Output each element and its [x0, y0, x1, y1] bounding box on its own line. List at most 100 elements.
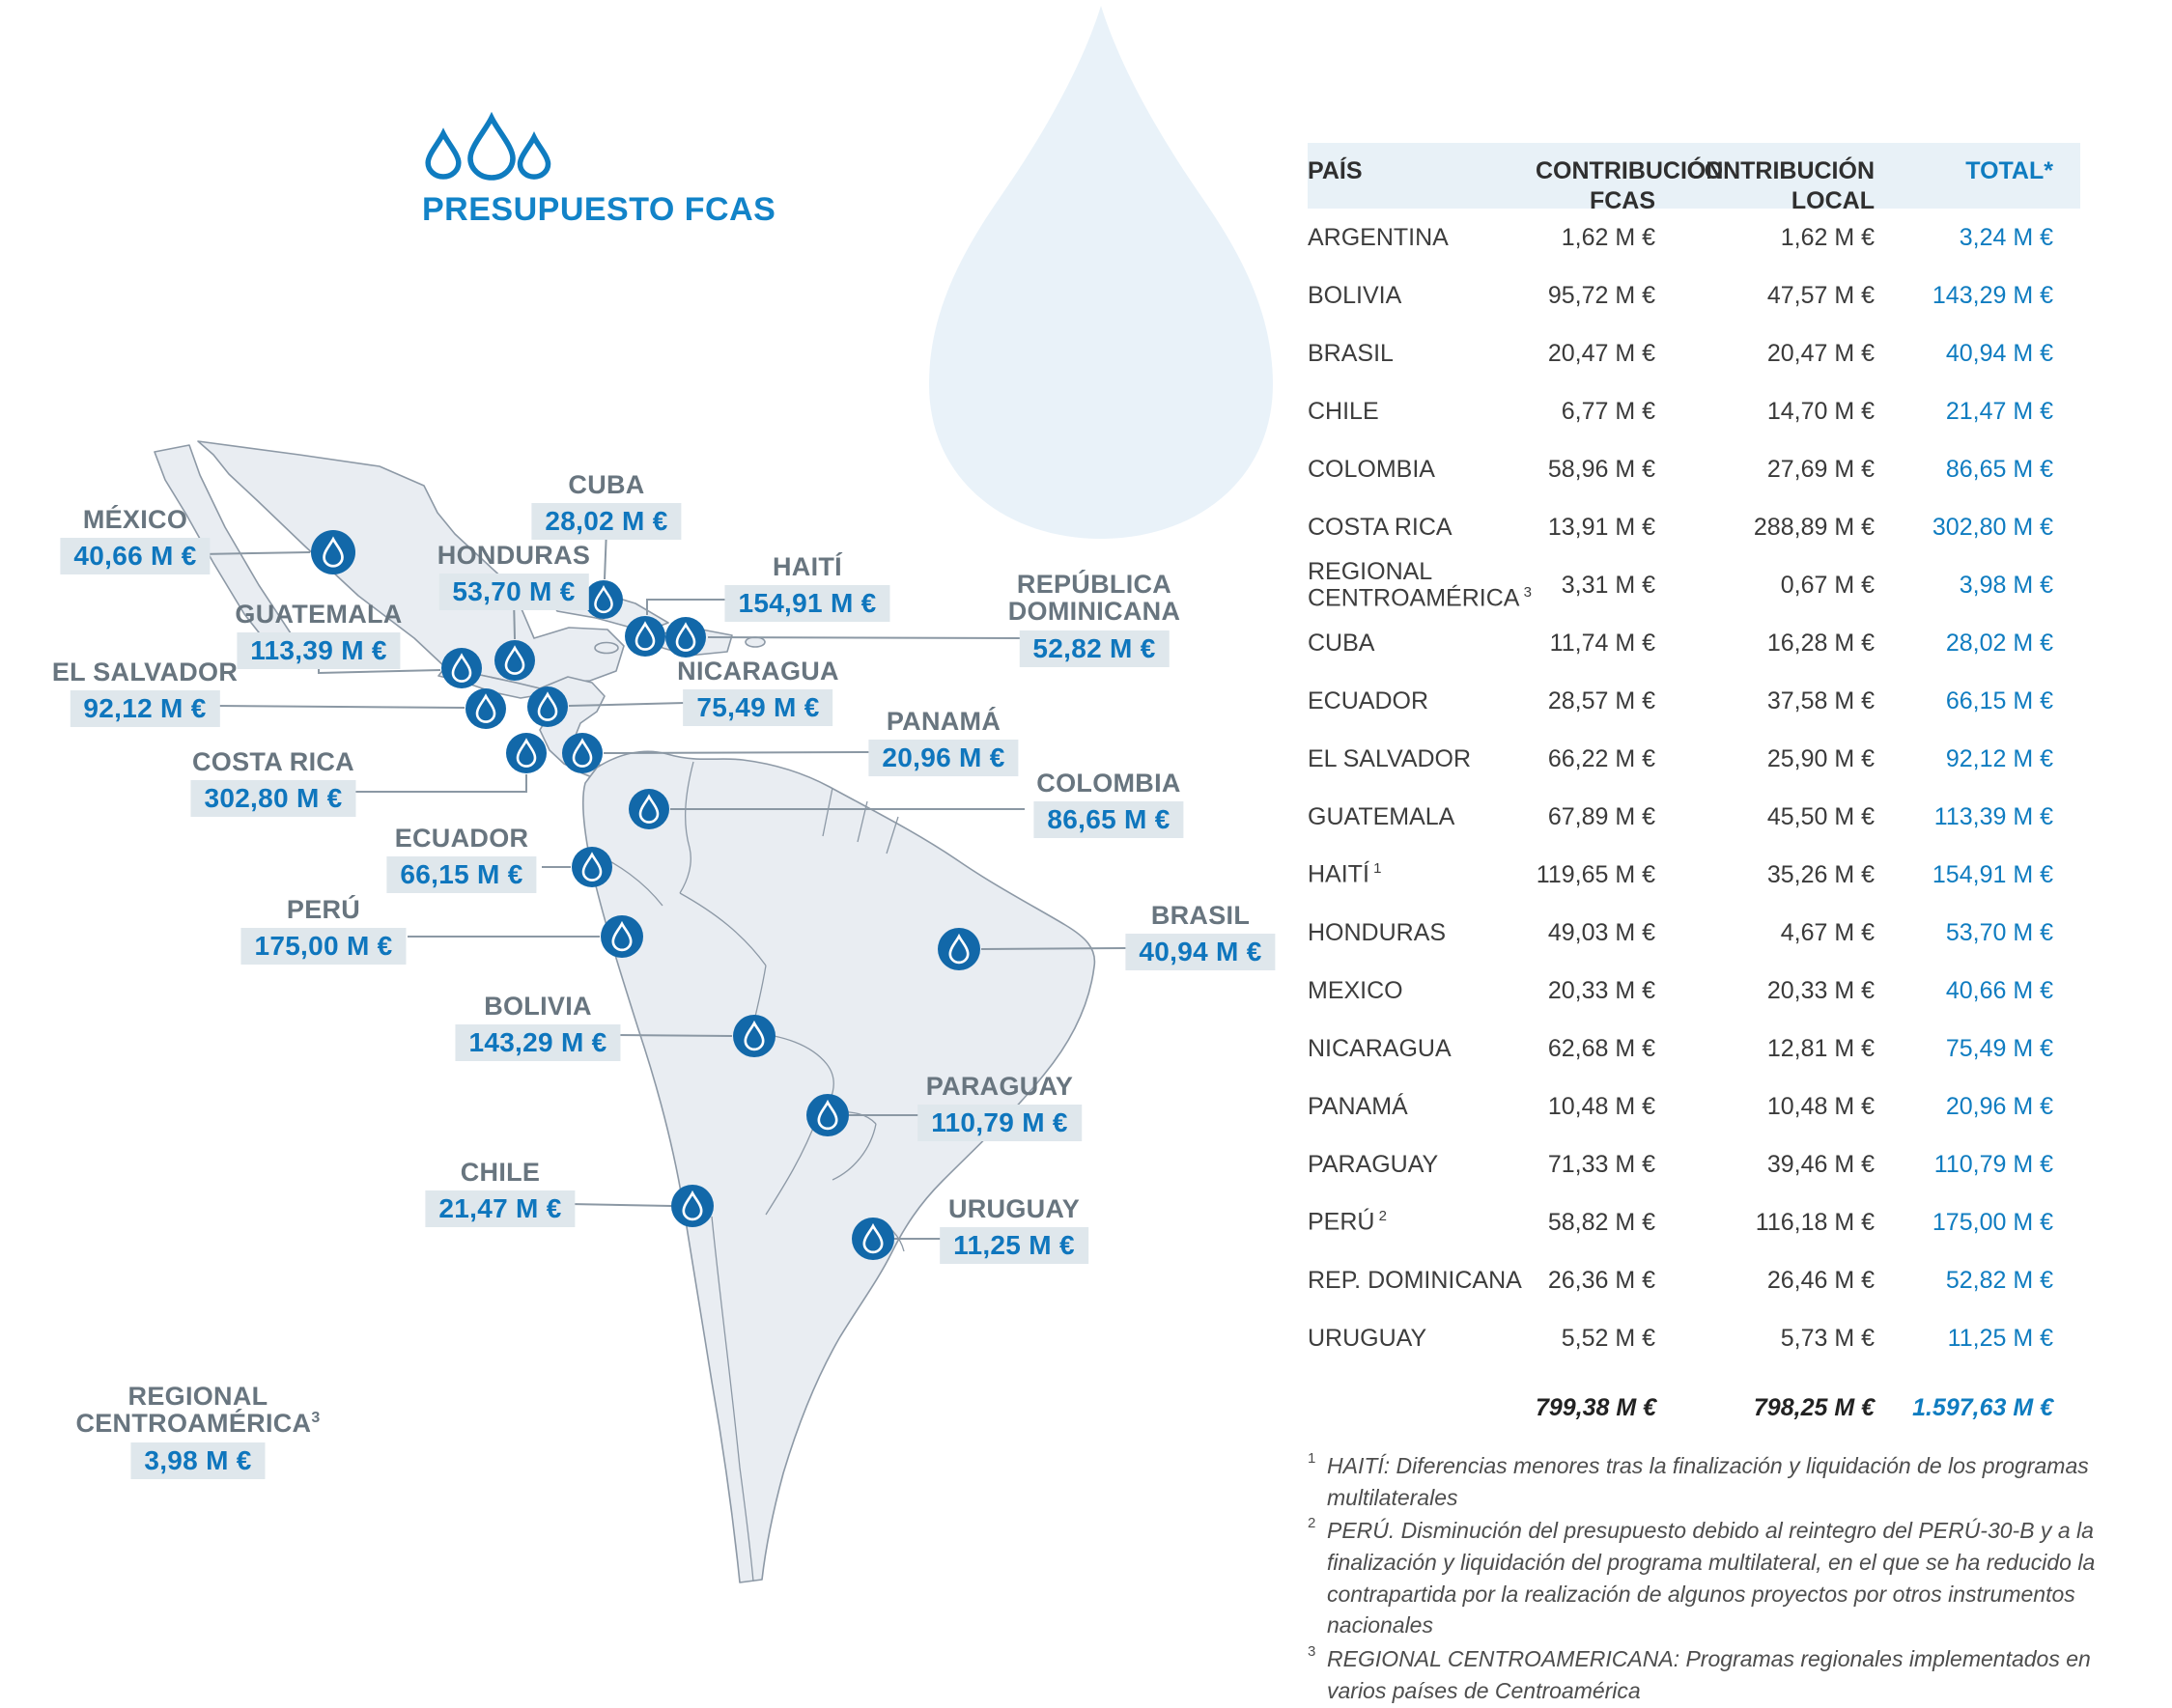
- infographic-page: { "logo": { "title": "PRESUPUESTO FCAS",…: [51, 6, 2096, 1703]
- cell-contribucion-local: 26,46 M €: [1766, 1266, 1875, 1294]
- connector-lines: [200, 528, 1127, 1240]
- cell-total: 175,00 M €: [1932, 1208, 2053, 1236]
- island: [594, 641, 619, 655]
- table-row: COSTA RICA 13,91 M € 288,89 M € 302,80 M €: [1308, 498, 2080, 556]
- country-name: GUATEMALA: [235, 600, 403, 629]
- cell-total: 53,70 M €: [1945, 918, 2053, 946]
- cell-pais: COSTA RICA: [1308, 513, 1453, 541]
- map-label-dominicana: REPÚBLICA DOMINICANA 52,82 M €: [1008, 571, 1181, 667]
- cell-total: 20,96 M €: [1945, 1092, 2053, 1120]
- cell-contribucion-fcas: 119,65 M €: [1536, 860, 1655, 888]
- map-label-brasil: BRASIL 40,94 M €: [1125, 901, 1276, 971]
- cell-contribucion-fcas: 5,52 M €: [1561, 1324, 1655, 1352]
- footnote-1: 1 HAITÍ: Diferencias menores tras la fina…: [1308, 1450, 2089, 1510]
- map-label-honduras: HONDURAS 53,70 M €: [437, 541, 591, 611]
- country-name: NICARAGUA: [677, 657, 839, 686]
- cell-contribucion-fcas: 11,74 M €: [1549, 629, 1655, 657]
- cell-contribucion-fcas: 26,36 M €: [1547, 1266, 1655, 1294]
- country-name: HAITÍ: [772, 552, 842, 581]
- cell-pais: HONDURAS: [1308, 918, 1447, 946]
- cell-contribucion-fcas: 13,91 M €: [1547, 513, 1655, 541]
- map-label-nicaragua: NICARAGUA 75,49 M €: [677, 657, 839, 727]
- map-marker-honduras: [494, 640, 535, 681]
- cell-contribucion-local: 20,33 M €: [1766, 976, 1875, 1004]
- cell-contribucion-fcas: 95,72 M €: [1547, 281, 1655, 309]
- table-row: ECUADOR 28,57 M € 37,58 M € 66,15 M €: [1308, 672, 2080, 730]
- island: [745, 636, 766, 648]
- country-budget-value: 53,70 M €: [438, 574, 589, 611]
- cell-contribucion-fcas: 67,89 M €: [1547, 802, 1655, 830]
- country-name: URUGUAY: [947, 1194, 1081, 1223]
- map-label-regional: REGIONAL CENTROAMÉRICA3 3,98 M €: [75, 1383, 320, 1479]
- table-totals-row: 799,38 M € 798,25 M € 1.597,63 M €: [1308, 1379, 2080, 1437]
- cell-total: 113,39 M €: [1933, 802, 2053, 830]
- map-label-colombia: COLOMBIA 86,65 M €: [1033, 770, 1184, 839]
- cell-contribucion-fcas: 1,62 M €: [1561, 223, 1655, 251]
- map-marker-cuba: [584, 580, 623, 619]
- country-name: HONDURAS: [437, 541, 591, 570]
- cell-contribucion-local: 45,50 M €: [1766, 802, 1875, 830]
- cell-contribucion-fcas: 20,47 M €: [1547, 339, 1655, 367]
- connector-chile: [569, 1203, 672, 1207]
- cell-contribucion-fcas: 3,31 M €: [1561, 571, 1655, 599]
- country-name: CUBA: [568, 470, 645, 499]
- cell-contribucion-local: 10,48 M €: [1766, 1092, 1875, 1120]
- table-row: CUBA 11,74 M € 16,28 M € 28,02 M €: [1308, 614, 2080, 672]
- cell-total: 40,66 M €: [1945, 976, 2053, 1004]
- country-budget-value: 110,79 M €: [917, 1105, 1082, 1142]
- map-label-chile: CHILE 21,47 M €: [425, 1159, 576, 1228]
- cell-pais: REP. DOMINICANA: [1308, 1266, 1522, 1294]
- cell-total: 154,91 M €: [1932, 860, 2053, 888]
- cell-total: 92,12 M €: [1945, 744, 2053, 772]
- cell-pais: REGIONAL CENTROAMÉRICA 3: [1308, 557, 1532, 612]
- country-budget-value: 40,66 M €: [60, 538, 211, 575]
- cell-pais: NICARAGUA: [1308, 1034, 1452, 1062]
- map-label-panama: PANAMÁ 20,96 M €: [868, 707, 1019, 777]
- cell-pais: CUBA: [1308, 629, 1375, 657]
- totals-local: 798,25 M €: [1753, 1393, 1875, 1421]
- connector-panama: [603, 751, 875, 754]
- south-america-land: [581, 750, 1096, 1583]
- cell-contribucion-fcas: 28,57 M €: [1547, 686, 1655, 714]
- country-name: EL SALVADOR: [51, 658, 239, 686]
- footnotes: 1 HAITÍ: Diferencias menores tras la fina…: [1308, 1450, 2119, 1708]
- country-budget-value: 175,00 M €: [240, 928, 407, 966]
- country-name: PANAMÁ: [886, 707, 1001, 736]
- country-budget-value: 21,47 M €: [425, 1190, 576, 1228]
- map-label-costarica: COSTA RICA 302,80 M €: [190, 748, 356, 818]
- map-label-guatemala: GUATEMALA 113,39 M €: [235, 600, 403, 670]
- map-marker-peru: [601, 915, 643, 958]
- country-name: BRASIL: [1150, 901, 1251, 930]
- cell-pais: BOLIVIA: [1308, 281, 1402, 309]
- connector-mexico: [200, 551, 311, 555]
- table-row: CHILE 6,77 M € 14,70 M € 21,47 M €: [1308, 382, 2080, 440]
- footnote-2: 2 PERÚ. Disminución del presupuesto debid…: [1308, 1515, 2096, 1638]
- cell-total: 40,94 M €: [1945, 339, 2053, 367]
- map-marker-dominicana: [665, 617, 706, 658]
- connector-bolivia: [616, 1034, 733, 1037]
- cell-total: 21,47 M €: [1945, 397, 2053, 425]
- connector-brasil: [980, 947, 1127, 950]
- cell-pais: ECUADOR: [1308, 686, 1429, 714]
- map-marker-guatemala: [441, 648, 482, 688]
- cell-pais: HAITÍ 1: [1308, 860, 1382, 888]
- budget-table: PAÍS CONTRIBUCIÓN FCAS CONTRIBUCIÓN LOCA…: [1308, 143, 2080, 1437]
- country-budget-value: 28,02 M €: [531, 503, 682, 541]
- country-name: ECUADOR: [394, 824, 529, 853]
- map-marker-chile: [671, 1185, 714, 1227]
- country-budget-value: 66,15 M €: [386, 856, 537, 894]
- country-budget-value: 113,39 M €: [237, 632, 401, 670]
- country-budget-value: 20,96 M €: [868, 740, 1019, 777]
- cell-contribucion-fcas: 10,48 M €: [1547, 1092, 1655, 1120]
- country-budget-value: 143,29 M €: [455, 1024, 621, 1062]
- table-row: BRASIL 20,47 M € 20,47 M € 40,94 M €: [1308, 324, 2080, 382]
- connector-haiti: [646, 599, 751, 615]
- table-row: NICARAGUA 62,68 M € 12,81 M € 75,49 M €: [1308, 1020, 2080, 1078]
- table-row: MEXICO 20,33 M € 20,33 M € 40,66 M €: [1308, 962, 2080, 1020]
- map-label-cuba: CUBA 28,02 M €: [531, 470, 682, 541]
- cell-contribucion-local: 27,69 M €: [1766, 455, 1875, 483]
- map-markers: [311, 530, 980, 1260]
- table-row: PARAGUAY 71,33 M € 39,46 M € 110,79 M €: [1308, 1135, 2080, 1193]
- cell-contribucion-local: 39,46 M €: [1766, 1150, 1875, 1178]
- table-row: COLOMBIA 58,96 M € 27,69 M € 86,65 M €: [1308, 440, 2080, 498]
